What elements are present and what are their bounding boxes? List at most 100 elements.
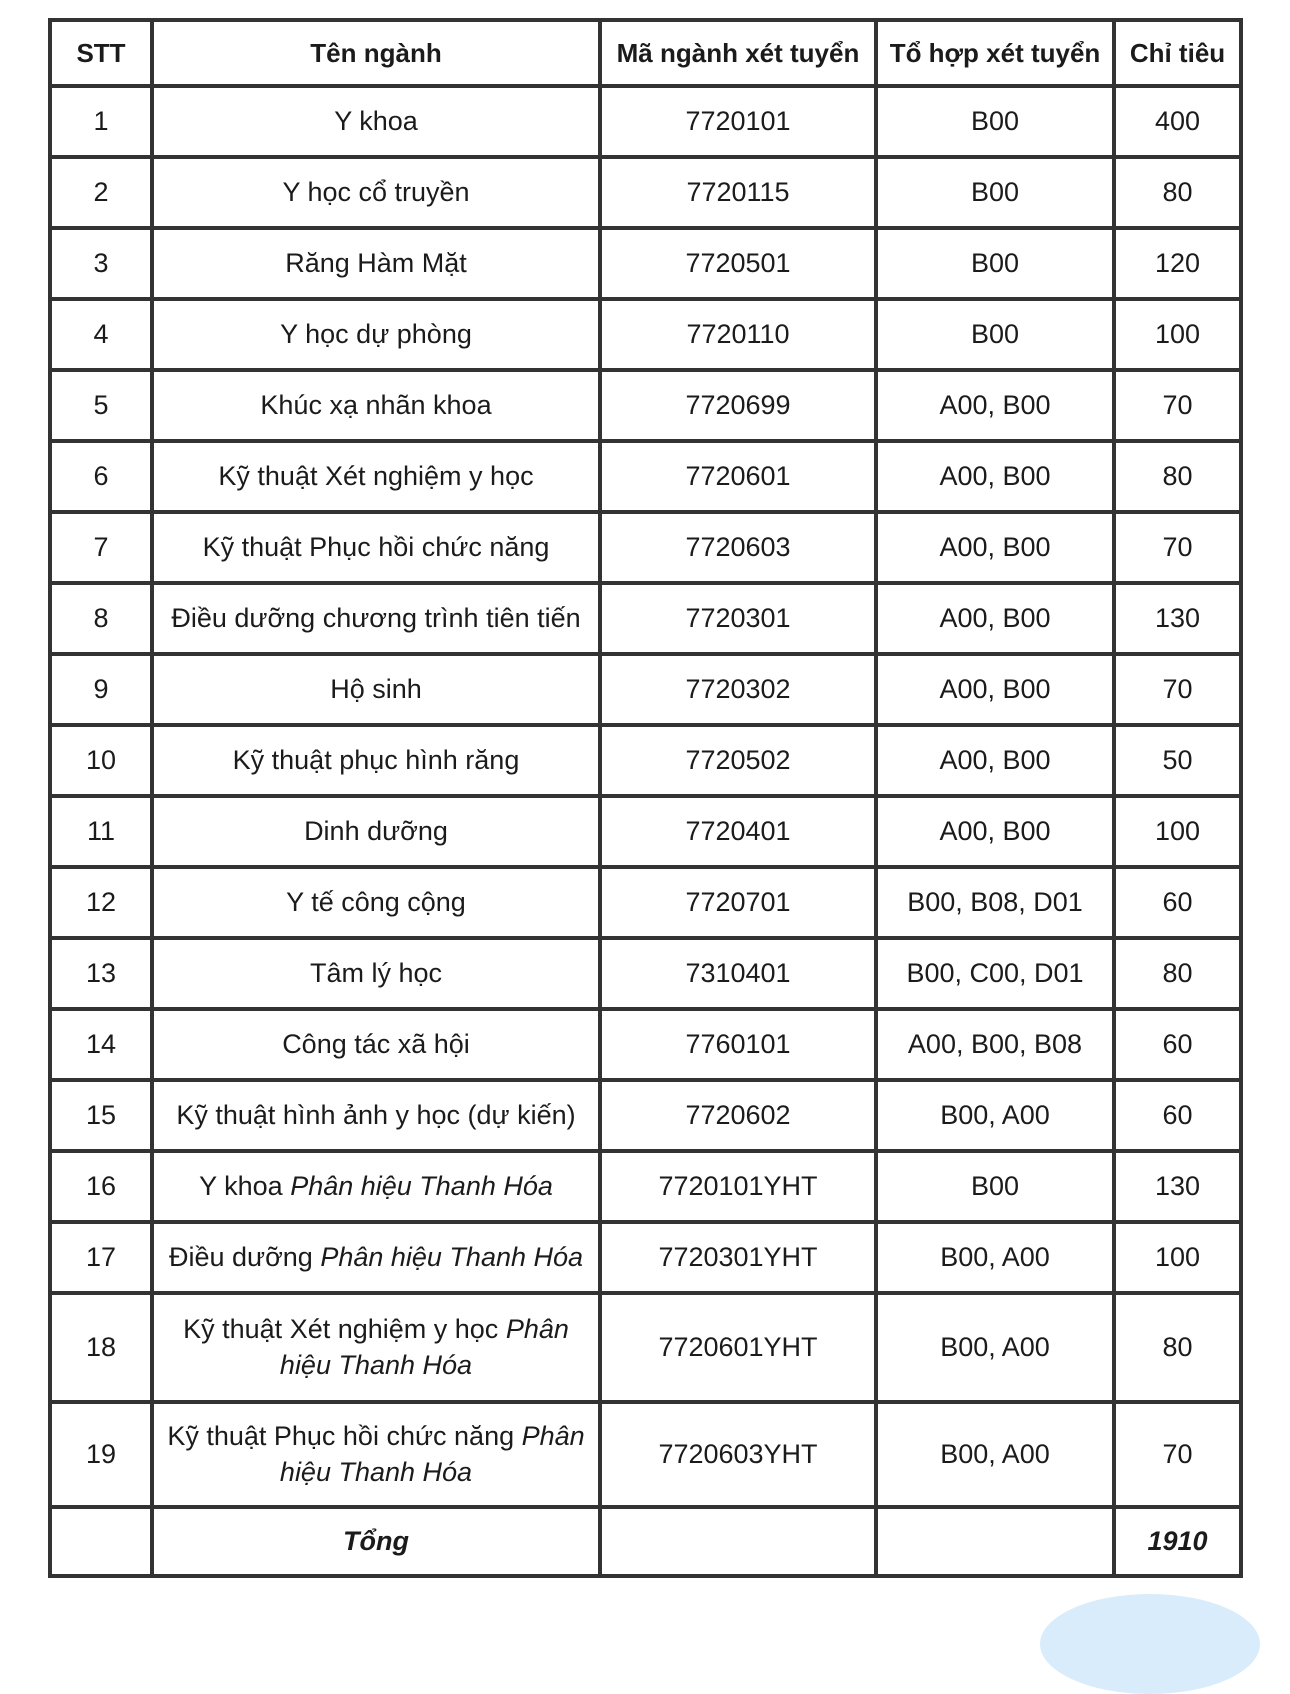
cell-quota: 100: [1116, 301, 1239, 368]
major-name: Y khoa Phân hiệu Thanh Hóa: [199, 1169, 553, 1205]
cell-name: Y học cổ truyền: [154, 159, 598, 226]
cell-combo: A00, B00: [878, 585, 1112, 652]
cell-code: 7720601YHT: [602, 1295, 874, 1400]
cell-name: Dinh dưỡng: [154, 798, 598, 865]
major-name: Răng Hàm Mặt: [285, 246, 467, 282]
cell-name: Kỹ thuật Xét nghiệm y học: [154, 443, 598, 510]
cell-stt: 13: [52, 940, 150, 1007]
cell-stt: 19: [52, 1404, 150, 1505]
major-name-main: Dinh dưỡng: [304, 815, 448, 846]
major-name-branch: Phân hiệu Thanh Hóa: [320, 1241, 584, 1272]
cell-name: Kỹ thuật Phục hồi chức năng: [154, 514, 598, 581]
total-empty-stt: [52, 1509, 150, 1574]
cell-quota: 60: [1116, 1011, 1239, 1078]
cell-name: Kỹ thuật phục hình răng: [154, 727, 598, 794]
cell-stt: 15: [52, 1082, 150, 1149]
major-name: Kỹ thuật Xét nghiệm y học: [218, 459, 533, 495]
cell-quota: 70: [1116, 372, 1239, 439]
major-name-main: Y học dự phòng: [280, 318, 472, 349]
major-name-main: Răng Hàm Mặt: [285, 247, 467, 278]
major-name: Hộ sinh: [330, 672, 422, 708]
cell-quota: 80: [1116, 940, 1239, 1007]
cell-code: 7720301: [602, 585, 874, 652]
cell-stt: 10: [52, 727, 150, 794]
cell-name: Công tác xã hội: [154, 1011, 598, 1078]
cell-code: 7720699: [602, 372, 874, 439]
cell-code: 7310401: [602, 940, 874, 1007]
cell-combo: B00, A00: [878, 1082, 1112, 1149]
major-name: Kỹ thuật Phục hồi chức năng: [203, 530, 550, 566]
major-name-branch: Phân hiệu Thanh Hóa: [279, 1420, 585, 1487]
cell-combo: A00, B00: [878, 514, 1112, 581]
cell-stt: 5: [52, 372, 150, 439]
cell-combo: B00, A00: [878, 1224, 1112, 1291]
cell-stt: 16: [52, 1153, 150, 1220]
cell-stt: 12: [52, 869, 150, 936]
major-name-main: Công tác xã hội: [282, 1028, 470, 1059]
major-name-main: Điều dưỡng chương trình tiên tiến: [171, 602, 581, 633]
cell-name: Tâm lý học: [154, 940, 598, 1007]
cell-code: 7720101YHT: [602, 1153, 874, 1220]
major-name-main: Y khoa: [334, 105, 418, 136]
cell-quota: 80: [1116, 159, 1239, 226]
cell-name: Y học dự phòng: [154, 301, 598, 368]
major-name-branch: Phân hiệu Thanh Hóa: [279, 1313, 569, 1380]
cell-quota: 60: [1116, 1082, 1239, 1149]
major-name-main: Kỹ thuật Phục hồi chức năng: [167, 1420, 522, 1451]
cell-combo: B00, A00: [878, 1404, 1112, 1505]
cell-code: 7720110: [602, 301, 874, 368]
major-name: Kỹ thuật phục hình răng: [233, 743, 520, 779]
major-name: Y khoa: [334, 104, 418, 140]
cell-quota: 120: [1116, 230, 1239, 297]
cell-quota: 70: [1116, 514, 1239, 581]
cell-quota: 70: [1116, 656, 1239, 723]
cell-code: 7720601: [602, 443, 874, 510]
cell-quota: 400: [1116, 88, 1239, 155]
cell-stt: 2: [52, 159, 150, 226]
total-value: 1910: [1116, 1509, 1239, 1574]
cell-code: 7720603: [602, 514, 874, 581]
cell-combo: B00: [878, 301, 1112, 368]
table-grid: STT Tên ngành Mã ngành xét tuyển Tổ hợp …: [48, 18, 1243, 1578]
cell-combo: B00, C00, D01: [878, 940, 1112, 1007]
cell-combo: A00, B00: [878, 656, 1112, 723]
cell-code: 7720301YHT: [602, 1224, 874, 1291]
major-name-main: Kỹ thuật Xét nghiệm y học: [183, 1313, 506, 1344]
cell-combo: B00: [878, 230, 1112, 297]
cell-stt: 18: [52, 1295, 150, 1400]
major-name-main: Kỹ thuật phục hình răng: [232, 744, 520, 775]
total-label: Tổng: [154, 1509, 598, 1574]
cell-name: Y khoa Phân hiệu Thanh Hóa: [154, 1153, 598, 1220]
cell-quota: 100: [1116, 798, 1239, 865]
cell-combo: B00: [878, 159, 1112, 226]
major-name-main: Điều dưỡng: [168, 1241, 321, 1272]
major-name-main: Kỹ thuật Xét nghiệm y học: [218, 460, 534, 491]
major-name: Kỹ thuật Xét nghiệm y học Phân hiệu Than…: [160, 1312, 592, 1383]
cell-quota: 80: [1116, 443, 1239, 510]
major-name-branch: Phân hiệu Thanh Hóa: [290, 1170, 553, 1201]
cell-name: Hộ sinh: [154, 656, 598, 723]
major-name: Kỹ thuật Phục hồi chức năng Phân hiệu Th…: [160, 1419, 592, 1490]
major-name: Y tế công cộng: [286, 885, 466, 921]
major-name-main: Tâm lý học: [309, 957, 443, 988]
major-name: Khúc xạ nhãn khoa: [260, 388, 491, 424]
cell-name: Y tế công cộng: [154, 869, 598, 936]
cell-name: Điều dưỡng chương trình tiên tiến: [154, 585, 598, 652]
cell-combo: B00, A00: [878, 1295, 1112, 1400]
major-name-main: Khúc xạ nhãn khoa: [260, 389, 492, 420]
cell-quota: 130: [1116, 585, 1239, 652]
header-code: Mã ngành xét tuyển: [602, 22, 874, 84]
cell-quota: 130: [1116, 1153, 1239, 1220]
cell-stt: 8: [52, 585, 150, 652]
major-name: Điều dưỡng chương trình tiên tiến: [171, 601, 580, 637]
cell-code: 7720401: [602, 798, 874, 865]
cell-stt: 11: [52, 798, 150, 865]
cell-combo: B00: [878, 1153, 1112, 1220]
major-name: Y học cổ truyền: [282, 175, 469, 211]
cell-code: 7720302: [602, 656, 874, 723]
major-name-main: Hộ sinh: [330, 673, 422, 704]
cell-combo: A00, B00: [878, 372, 1112, 439]
cell-stt: 3: [52, 230, 150, 297]
cell-code: 7720603YHT: [602, 1404, 874, 1505]
major-name-main: Y học cổ truyền: [282, 176, 470, 207]
